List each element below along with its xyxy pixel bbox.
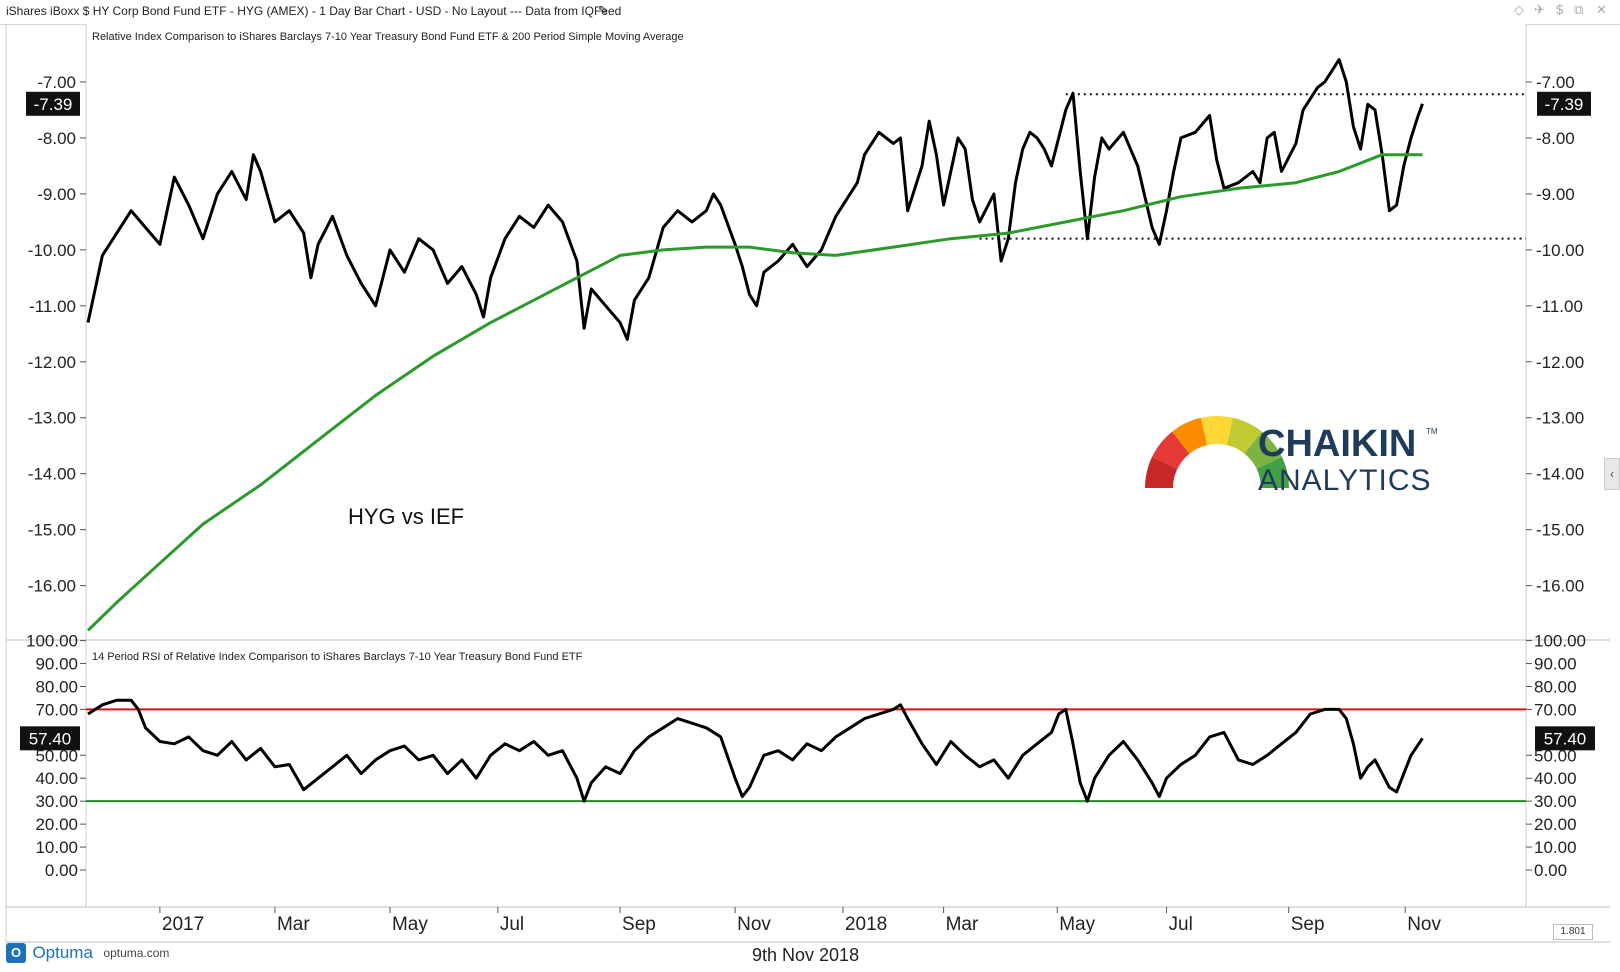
y-tick-label-right: -16.00	[1536, 577, 1584, 596]
rsi-tick-label-right: 80.00	[1534, 677, 1577, 696]
rsi-tick-label-right: 10.00	[1534, 838, 1577, 857]
rsi-tick-label-left: 70.00	[35, 700, 78, 719]
y-tick-label-right: -7.00	[1536, 73, 1575, 92]
diamond-icon[interactable]: ◇	[1514, 2, 1524, 17]
y-tick-label-right: -13.00	[1536, 409, 1584, 428]
x-tick-label: Mar	[277, 914, 310, 935]
rsi-panel: 14 Period RSI of Relative Index Comparis…	[20, 632, 1595, 880]
logo-line2: ANALYTICS	[1258, 464, 1432, 497]
rsi-tick-label-left: 10.00	[35, 838, 78, 857]
gauge-segment-icon	[1172, 417, 1208, 454]
y-tick-label-right: -12.00	[1536, 353, 1584, 372]
y-tick-label-left: -14.00	[28, 465, 76, 484]
window-title: iShares iBoxx $ HY Corp Bond Fund ETF - …	[6, 4, 622, 18]
main-panel: Relative Index Comparison to iShares Bar…	[26, 31, 1591, 632]
last-value-badge-left	[26, 91, 80, 116]
gauge-segment-icon	[1256, 456, 1289, 488]
collapse-panel-chevron-icon[interactable]: ‹	[1604, 458, 1620, 490]
y-tick-label-left: -13.00	[28, 409, 76, 428]
time-axis: 2017 Mar May Jul Sep Nov 2018 Mar May Jul Sep Nov	[159, 907, 1441, 935]
y-tick-label-right: -8.00	[1536, 129, 1575, 148]
chart-area: Relative Index Comparison to iShares Bar…	[5, 24, 1610, 944]
gauge-segment-icon	[1200, 416, 1234, 446]
rsi-tick-label-right: 70.00	[1534, 700, 1577, 719]
x-tick-label: Jul	[1169, 914, 1193, 935]
dollar-icon[interactable]: $	[1556, 2, 1564, 17]
gauge-segment-icon	[1152, 431, 1190, 469]
y-tick-label-left: -9.00	[37, 185, 76, 204]
y-tick-label-left: -12.00	[28, 353, 76, 372]
y-tick-label-right: -10.00	[1536, 241, 1584, 260]
rsi-tick-label-right: 30.00	[1534, 792, 1577, 811]
y-tick-label-right: -11.00	[1536, 297, 1583, 316]
chart-frame	[5, 24, 1610, 944]
logo-line1: CHAIKIN	[1258, 423, 1416, 465]
rsi-tick-label-left: 30.00	[35, 792, 78, 811]
hyg-vs-ief-annotation: HYG vs IEF	[348, 504, 464, 529]
rsi-tick-label-left: 100.00	[26, 632, 78, 651]
relative-index-line	[86, 58, 1424, 341]
rsi-tick-label-right: 50.00	[1534, 746, 1577, 765]
x-tick-label: Jul	[500, 914, 524, 935]
main-panel-title: Relative Index Comparison to iShares Bar…	[92, 31, 684, 43]
rsi-last-value-badge-right	[1535, 726, 1595, 751]
rsi-tick-label-left: 40.00	[35, 769, 78, 788]
rsi-line	[87, 698, 1424, 803]
rsi-panel-title: 14 Period RSI of Relative Index Comparis…	[92, 651, 583, 663]
y-tick-label-left: -10.00	[28, 241, 76, 260]
y-tick-label-left: -11.00	[29, 297, 76, 316]
x-tick-label: 2018	[845, 914, 887, 935]
y-tick-label-right: -9.00	[1536, 185, 1575, 204]
rsi-tick-label-left: 0.00	[45, 861, 78, 880]
edit-pencil-icon[interactable]: ✎	[598, 3, 609, 18]
logo-tm: TM	[1426, 427, 1438, 436]
rsi-tick-label-left: 50.00	[35, 746, 78, 765]
pin-icon[interactable]: ✈	[1534, 2, 1545, 17]
gauge-segment-icon	[1145, 456, 1178, 488]
x-tick-label: May	[1059, 914, 1095, 935]
footer-branding: O Optuma optuma.com	[6, 943, 169, 965]
zoom-level[interactable]: 1.801	[1553, 924, 1593, 940]
rsi-tick-label-left: 90.00	[35, 655, 78, 674]
rsi-last-value-badge-right-label: 57.40	[1544, 729, 1587, 748]
rsi-tick-label-right: 0.00	[1534, 861, 1567, 880]
y-tick-label-right: -15.00	[1536, 521, 1584, 540]
footer-brand: Optuma	[32, 943, 93, 962]
x-tick-label: May	[392, 914, 428, 935]
close-icon[interactable]: ✕	[1596, 2, 1607, 17]
x-tick-label: Sep	[1291, 914, 1325, 935]
last-value-label-right: -7.39	[1545, 95, 1584, 114]
rsi-tick-label-right: 20.00	[1534, 815, 1577, 834]
chaikin-analytics-logo: CHAIKIN TM ANALYTICS	[1145, 416, 1438, 497]
sma-200-line	[86, 153, 1423, 632]
last-value-label-left: -7.39	[34, 95, 73, 114]
rsi-tick-label-right: 40.00	[1534, 769, 1577, 788]
rsi-last-value-badge-left-label: 57.40	[29, 729, 72, 748]
rsi-tick-label-left: 80.00	[35, 677, 78, 696]
x-tick-label: Nov	[1407, 914, 1441, 935]
y-tick-label-left: -16.00	[28, 577, 76, 596]
gauge-segment-icon	[1226, 417, 1262, 454]
footer-date: 9th Nov 2018	[752, 945, 860, 965]
x-tick-label: Sep	[622, 914, 656, 935]
y-tick-label-left: -8.00	[37, 129, 76, 148]
gauge-segment-icon	[1244, 431, 1282, 469]
rsi-tick-label-right: 90.00	[1534, 655, 1577, 674]
optuma-logo-icon: O	[6, 943, 26, 963]
rsi-tick-label-right: 100.00	[1534, 632, 1586, 651]
y-tick-label-left: -15.00	[28, 521, 76, 540]
x-tick-label: Mar	[946, 914, 979, 935]
rsi-tick-label-left: 20.00	[35, 815, 78, 834]
y-tick-label-left: -7.00	[37, 73, 76, 92]
rsi-last-value-badge-left	[20, 726, 80, 751]
x-tick-label: Nov	[737, 914, 771, 935]
footer-url[interactable]: optuma.com	[103, 946, 170, 960]
title-bar: iShares iBoxx $ HY Corp Bond Fund ETF - …	[0, 0, 1620, 25]
last-value-badge-right	[1537, 91, 1591, 116]
window-restore-icon[interactable]: ⧉	[1574, 2, 1584, 17]
y-tick-label-right: -14.00	[1536, 465, 1584, 484]
x-tick-label: 2017	[162, 914, 204, 935]
